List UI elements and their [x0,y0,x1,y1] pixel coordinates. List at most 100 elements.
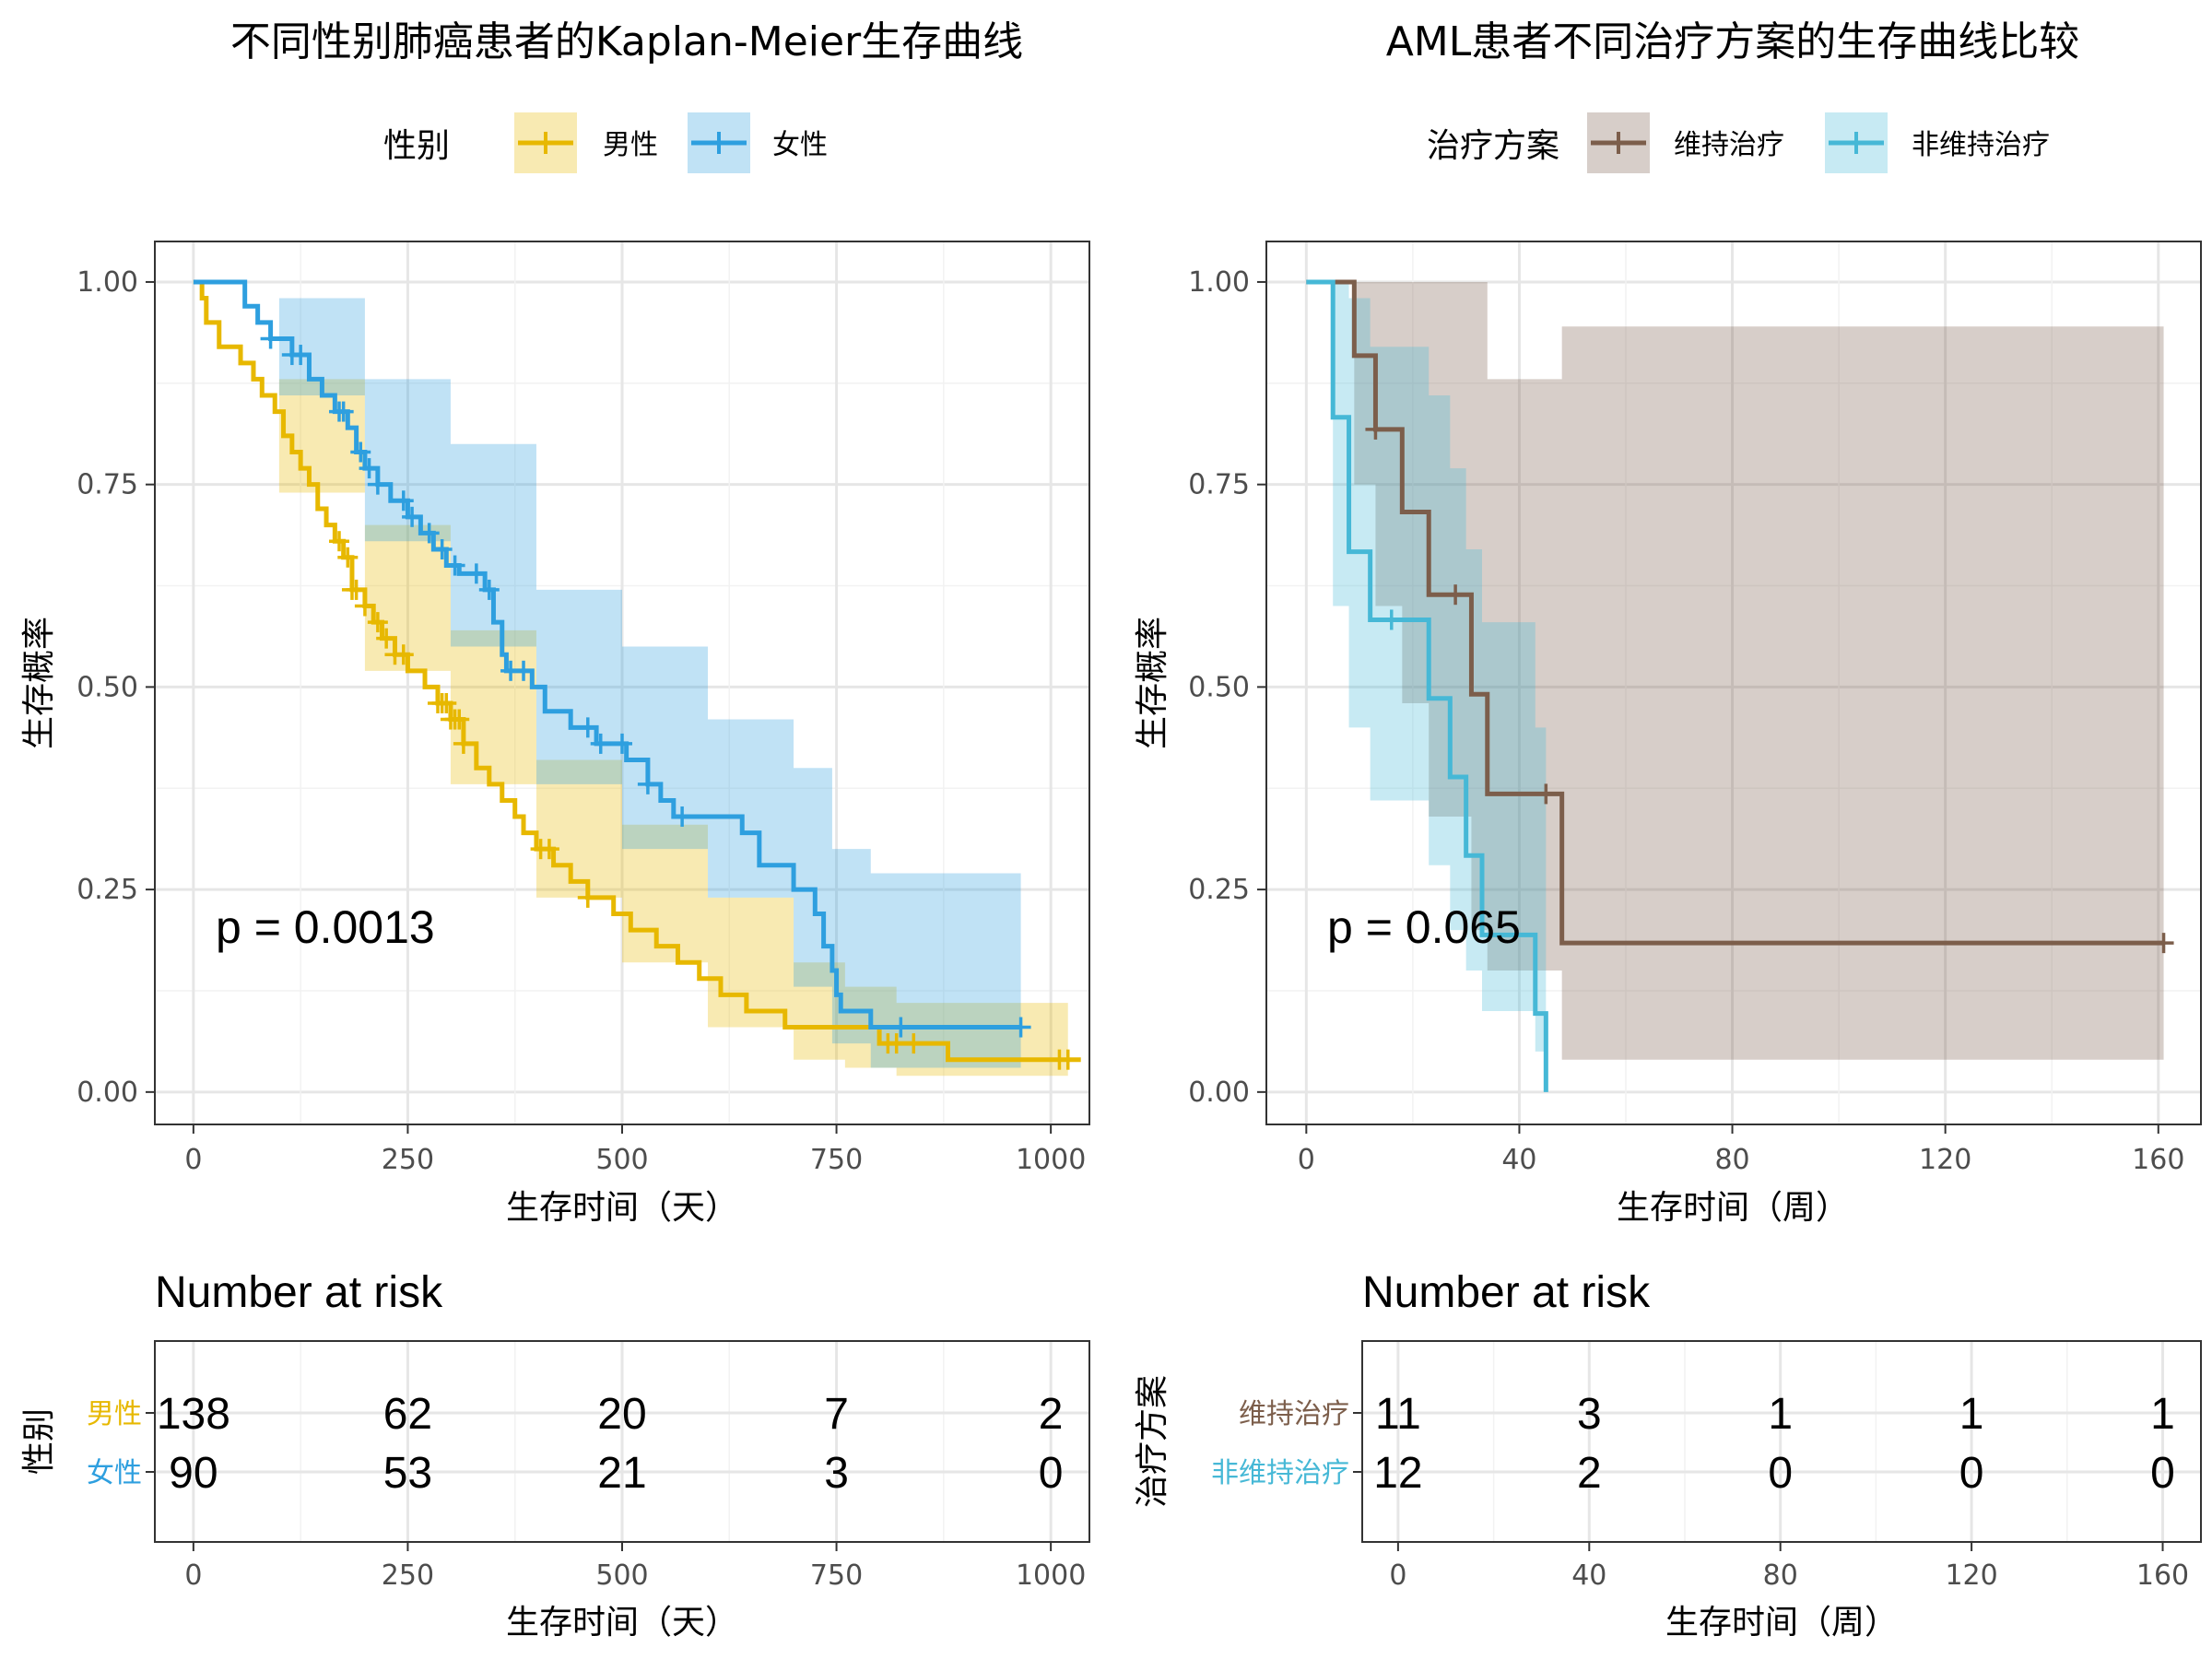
risk-count: 11 [1375,1390,1421,1439]
survival-curve-0 [193,279,1081,1063]
risk-count: 1 [1959,1390,1984,1439]
left-x-ticks: 0 250 500 750 1000 [184,1124,1086,1176]
risk-count: 138 [157,1390,230,1439]
right-grid [1266,241,2201,1124]
right-risk-title: Number at risk [1362,1268,1651,1317]
risk-count: 62 [383,1390,432,1439]
risk-strata-label: 女性 [87,1457,142,1489]
right-risk-border [1361,1340,2202,1543]
risk-x-tick-label: 1000 [1016,1559,1086,1592]
risk-count: 7 [824,1390,849,1439]
right-legend-item-1: 非维持治疗 [1825,112,2050,173]
right-risk-counts: 11 3 1 1 112 2 0 0 0 [1373,1390,2175,1498]
right-y-ticks: 0.00 0.25 0.50 0.75 1.00 [1188,266,1266,1109]
confidence-band-1 [193,281,1021,1068]
risk-count: 1 [2150,1390,2175,1439]
left-legend-label-0: 男性 [603,129,658,161]
risk-count: 53 [383,1449,432,1498]
left-legend-item-0: 男性 [514,112,658,173]
right-chart-title: AML患者不同治疗方案的生存曲线比较 [1386,18,2080,65]
survival-curve-0 [1306,279,2164,946]
x-tick-label: 0 [184,1144,202,1176]
right-x-ticks: 0 40 80 120 160 [1298,1124,2184,1176]
left-legend: 性别 男性 女性 [383,112,828,173]
risk-x-tick-label: 750 [810,1559,863,1592]
risk-strata-label: 男性 [87,1398,142,1430]
x-tick-label: 750 [810,1144,863,1176]
survival-curve-1 [1306,279,1548,1092]
right-x-axis-title: 生存时间（周） [1617,1189,1849,1227]
right-legend-item-0: 维持治疗 [1587,112,1784,173]
risk-count: 0 [1959,1449,1984,1498]
confidence-band-0 [1306,281,2164,1060]
right-survival-curves [1306,279,2164,1092]
left-legend-label-1: 女性 [772,129,828,161]
y-tick-label: 0.50 [1188,671,1250,703]
left-survival-curves [193,279,1081,1063]
risk-count: 12 [1373,1449,1422,1498]
risk-x-tick-label: 160 [2136,1559,2189,1592]
right-legend-label-0: 维持治疗 [1674,129,1784,161]
y-tick-label: 0.75 [76,469,138,501]
x-tick-label: 120 [1919,1144,1971,1176]
left-y-ticks: 0.00 0.25 0.50 0.75 1.00 [76,266,155,1109]
risk-strata-label: 维持治疗 [1239,1398,1349,1430]
risk-count: 2 [1577,1449,1602,1498]
confidence-band-1 [1306,281,1547,1092]
left-censor-marks [260,328,1078,1070]
risk-x-tick-label: 80 [1763,1559,1798,1592]
risk-x-tick-label: 250 [382,1559,434,1592]
risk-count: 0 [2150,1449,2175,1498]
risk-x-tick-label: 0 [1389,1559,1406,1592]
left-y-axis-title: 生存概率 [20,617,58,749]
left-panel: 不同性别肺癌患者的Kaplan-Meier生存曲线 性别 男性 女性 0.00 0… [20,18,1090,1641]
right-censor-marks [1365,418,2174,954]
left-risk-grid [155,1341,1089,1542]
risk-count: 3 [824,1449,849,1498]
right-y-axis-title: 生存概率 [1134,617,1171,749]
x-tick-label: 80 [1714,1144,1749,1176]
right-panel: AML患者不同治疗方案的生存曲线比较 治疗方案 维持治疗 非维持治疗 0.000… [1134,18,2202,1641]
risk-count: 20 [597,1390,646,1439]
left-risk-title: Number at risk [155,1268,443,1317]
x-tick-label: 0 [1298,1144,1315,1176]
x-tick-label: 40 [1501,1144,1536,1176]
risk-x-tick-label: 120 [1945,1559,1997,1592]
y-tick-label: 0.75 [1188,469,1250,501]
right-risk-x-ticks: 0 40 80 120 160 [1389,1542,2189,1592]
right-legend-title: 治疗方案 [1427,127,1559,165]
risk-count: 0 [1039,1449,1064,1498]
x-tick-label: 250 [382,1144,434,1176]
right-legend: 治疗方案 维持治疗 非维持治疗 [1427,112,2050,173]
risk-count: 0 [1768,1449,1793,1498]
x-tick-label: 500 [595,1144,648,1176]
right-confidence-bands [1306,281,2164,1092]
left-risk-counts: 138 62 20 7 2 90 53 21 3 0 [157,1390,1064,1498]
left-chart-title: 不同性别肺癌患者的Kaplan-Meier生存曲线 [230,18,1023,65]
left-x-axis-title: 生存时间（天） [506,1189,738,1227]
risk-count: 3 [1577,1390,1602,1439]
risk-count: 2 [1039,1390,1064,1439]
risk-x-tick-label: 500 [595,1559,648,1592]
right-risk-x-axis-title: 生存时间（周） [1665,1604,1898,1641]
y-tick-label: 0.00 [76,1077,138,1109]
survival-curve-1 [193,279,1021,1030]
y-tick-label: 0.50 [76,671,138,703]
risk-x-tick-label: 40 [1571,1559,1606,1592]
risk-strata-label: 非维持治疗 [1211,1457,1349,1489]
left-risk-x-axis-title: 生存时间（天） [506,1604,738,1641]
x-tick-label: 1000 [1016,1144,1086,1176]
left-legend-item-1: 女性 [688,112,828,173]
right-legend-label-1: 非维持治疗 [1912,129,2050,161]
left-legend-title: 性别 [383,127,450,165]
right-risk-grid [1362,1341,2201,1542]
y-tick-label: 1.00 [1188,266,1250,299]
risk-count: 90 [169,1449,218,1498]
right-risk-y-axis-title: 治疗方案 [1134,1375,1171,1508]
left-p-value: p = 0.0013 [216,901,435,953]
y-tick-label: 0.25 [1188,874,1250,906]
risk-count: 21 [597,1449,646,1498]
